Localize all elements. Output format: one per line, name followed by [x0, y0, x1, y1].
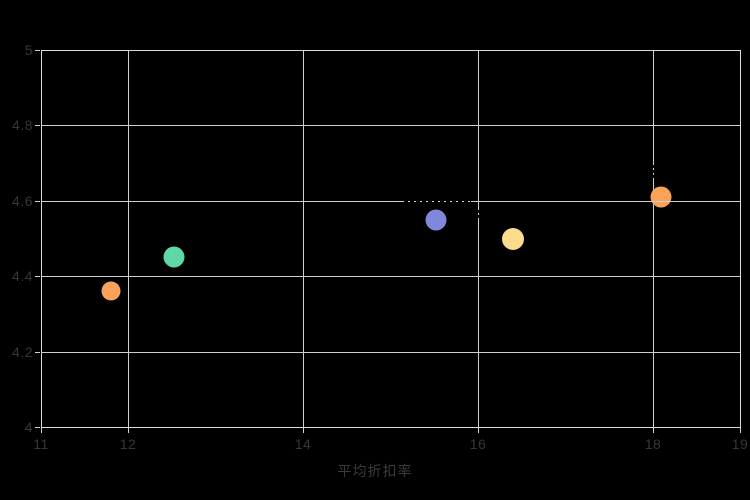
scatter-point[interactable]	[163, 246, 185, 268]
y-gridline	[41, 276, 740, 277]
y-gridline	[41, 201, 740, 202]
x-axis-tick	[478, 428, 479, 433]
scatter-point[interactable]	[101, 281, 121, 301]
hidden-point-label-artifact	[648, 165, 657, 178]
x-axis-tick	[653, 428, 654, 433]
x-tick-label: 19	[731, 436, 749, 452]
x-tick-label: 16	[469, 436, 487, 452]
x-axis-tick	[41, 428, 42, 433]
x-gridline	[653, 50, 654, 427]
plot-area	[41, 50, 741, 428]
y-tick-label: 4.8	[12, 117, 33, 133]
y-axis-tick	[35, 125, 40, 126]
hidden-point-label-artifact	[472, 210, 481, 219]
x-axis-tick	[128, 428, 129, 433]
y-tick-label: 4.2	[12, 344, 33, 360]
x-gridline	[478, 50, 479, 427]
y-gridline	[41, 352, 740, 353]
hidden-point-label-artifact	[404, 195, 471, 205]
y-tick-label: 4.6	[12, 193, 33, 209]
y-axis-tick	[35, 352, 40, 353]
y-gridline	[41, 125, 740, 126]
x-gridline	[128, 50, 129, 427]
x-gridline	[303, 50, 304, 427]
x-axis-tick	[740, 428, 741, 433]
scatter-point[interactable]	[650, 186, 672, 208]
x-tick-label: 18	[644, 436, 662, 452]
x-axis-title: 平均折扣率	[337, 463, 413, 479]
y-axis-tick	[35, 276, 40, 277]
y-tick-label: 5	[24, 42, 33, 58]
y-tick-label: 4.4	[12, 268, 33, 284]
scatter-point[interactable]	[425, 209, 447, 231]
scatter-point[interactable]	[501, 227, 524, 250]
x-axis-tick	[303, 428, 304, 433]
y-axis-tick	[35, 201, 40, 202]
y-tick-label: 4	[24, 419, 33, 435]
x-tick-label: 14	[294, 436, 312, 452]
x-tick-label: 12	[119, 436, 137, 452]
y-axis-tick	[35, 427, 40, 428]
y-axis-tick	[35, 50, 40, 51]
x-tick-label: 11	[33, 436, 49, 452]
